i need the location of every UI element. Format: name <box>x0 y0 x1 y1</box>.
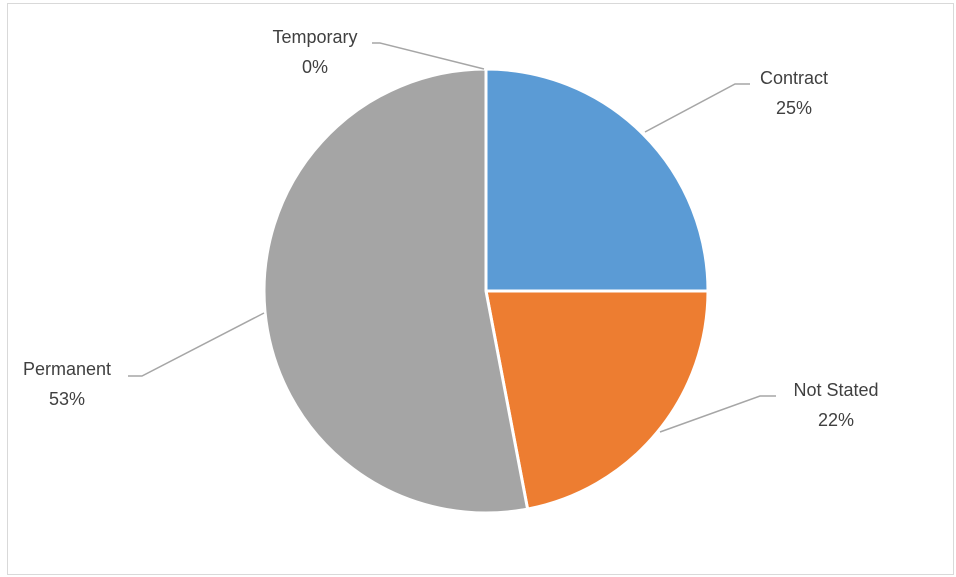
leader-contract <box>644 83 750 133</box>
slice-contract <box>484 67 710 293</box>
label-permanent-value: 53% <box>49 389 85 409</box>
label-not-stated-value: 22% <box>818 410 854 430</box>
leader-permanent <box>128 312 265 377</box>
label-contract-value: 25% <box>776 98 812 118</box>
label-temporary: Temporary 0% <box>272 27 357 77</box>
pie-slices <box>262 67 710 515</box>
slice-not-stated <box>484 289 710 511</box>
label-permanent-category: Permanent <box>23 359 111 379</box>
leader-not-stated <box>659 395 776 433</box>
label-not-stated-category: Not Stated <box>793 380 878 400</box>
label-contract-category: Contract <box>760 68 828 88</box>
label-contract: Contract 25% <box>760 68 828 118</box>
label-temporary-value: 0% <box>302 57 328 77</box>
leader-temporary <box>372 42 485 70</box>
leader-lines <box>128 42 776 433</box>
label-temporary-category: Temporary <box>272 27 357 47</box>
slice-permanent <box>262 67 530 515</box>
label-permanent: Permanent 53% <box>23 359 111 409</box>
label-not-stated: Not Stated 22% <box>793 380 878 430</box>
